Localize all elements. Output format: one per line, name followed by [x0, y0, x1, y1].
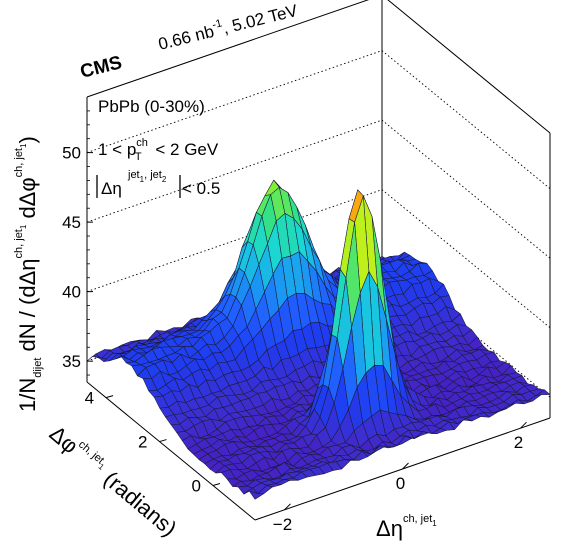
y-tick: [105, 395, 114, 399]
surface-cell: [249, 490, 264, 500]
x-tick: [284, 503, 291, 511]
x-tick: [520, 421, 527, 429]
z-tick-label: 35: [62, 352, 81, 371]
y-tick-label: 4: [85, 389, 94, 408]
z-tick-label: 50: [62, 144, 81, 163]
x-axis-title: Δηch, jet1: [376, 513, 437, 541]
frame-edge-bottom-left: [86, 381, 256, 521]
eta-cut-value: < 0.5: [182, 179, 220, 198]
y-tick: [159, 439, 167, 443]
pt-cut-label: 1 < pch T < 2 GeV: [98, 137, 219, 163]
eta-cut-symbol: Δη: [101, 179, 122, 198]
z-gridline: [86, 119, 551, 259]
experiment-label: CMS: [78, 52, 124, 83]
frame-edge-top: [86, 0, 551, 134]
y-tick-label: 2: [138, 433, 147, 452]
z-gridline: [86, 189, 551, 328]
x-tick-label: 0: [396, 474, 405, 493]
y-axis-title: Δφch, jet1(radians): [45, 420, 182, 541]
y-tick: [212, 483, 221, 486]
z-tick-label: 45: [62, 213, 81, 232]
x-tick-label: −2: [273, 515, 292, 534]
eta-cut-label: Δη jet1, jet2 < 0.5: [96, 169, 220, 198]
z-tick-label: 40: [62, 283, 81, 302]
y-tick-label: 0: [192, 477, 201, 496]
x-tick-label: 2: [514, 433, 523, 452]
x-tick: [402, 462, 409, 470]
axes-group: 35 40 45 50 −2 0 2 0 2 4: [62, 110, 527, 534]
z-gridline: [86, 50, 551, 189]
luminosity-energy-label: 0.66 nb-1, 5.02 TeV: [156, 0, 300, 54]
surface-mesh: [86, 179, 551, 500]
eta-cut-superscript: jet1, jet2: [127, 169, 167, 184]
z-axis-title: 1/Ndijet dN / (dΔηch, jet1 dΔφch, jet1): [13, 136, 44, 412]
collision-system-label: PbPb (0-30%): [98, 97, 205, 116]
